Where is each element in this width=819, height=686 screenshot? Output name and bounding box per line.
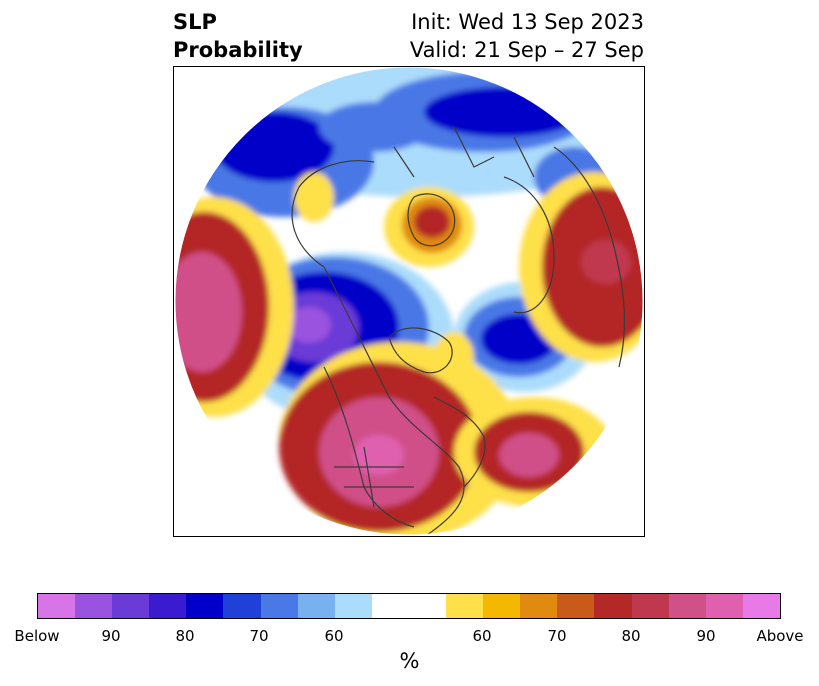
colorbar-segment: [371, 594, 409, 618]
colorbar-segment: [668, 594, 706, 618]
colorbar-segment: [297, 594, 335, 618]
colorbar-tick-label: 60: [472, 627, 492, 645]
coastlines: [291, 126, 626, 535]
title-kind: Probability: [173, 38, 303, 62]
colorbar-segment: [223, 594, 261, 618]
colorbar-segment: [631, 594, 669, 618]
colorbar-tick-label: 70: [547, 627, 567, 645]
field-layer: [175, 67, 643, 535]
title-left: SLP Probability: [173, 8, 303, 64]
colorbar-segment: [38, 594, 76, 618]
title-right: Init: Wed 13 Sep 2023 Valid: 21 Sep – 27…: [410, 8, 644, 64]
init-date: Init: Wed 13 Sep 2023: [411, 10, 644, 34]
colorbar-segment: [149, 594, 187, 618]
colorbar-tick-label: 80: [175, 627, 195, 645]
valid-range: Valid: 21 Sep – 27 Sep: [409, 38, 644, 62]
colorbar-segment: [186, 594, 224, 618]
colorbar-segment: [742, 594, 780, 618]
colorbar-segment: [705, 594, 743, 618]
colorbar-segment: [334, 594, 372, 618]
colorbar-segment: [446, 594, 484, 618]
colorbar-tick-label: 60: [324, 627, 344, 645]
colorbar-tick-label: 90: [696, 627, 716, 645]
colorbar-tick-label: Below: [14, 627, 60, 645]
map-frame: [173, 66, 645, 537]
colorbar-segment: [483, 594, 521, 618]
projection-boundary: [174, 67, 644, 536]
colorbar-tick-label: 80: [621, 627, 641, 645]
colorbar-tick-label: Above: [756, 627, 804, 645]
title-variable: SLP: [173, 10, 217, 34]
colorbar-segment: [260, 594, 298, 618]
colorbar: [37, 593, 781, 619]
colorbar-segment: [520, 594, 558, 618]
colorbar-unit-label: %: [399, 649, 420, 673]
colorbar-tick-label: 90: [101, 627, 121, 645]
probability-map: [174, 67, 644, 536]
colorbar-segment: [594, 594, 632, 618]
colorbar-segment: [112, 594, 150, 618]
colorbar-segment: [557, 594, 595, 618]
colorbar-segment: [75, 594, 113, 618]
colorbar-segment: [408, 594, 447, 618]
colorbar-tick-label: 70: [249, 627, 269, 645]
